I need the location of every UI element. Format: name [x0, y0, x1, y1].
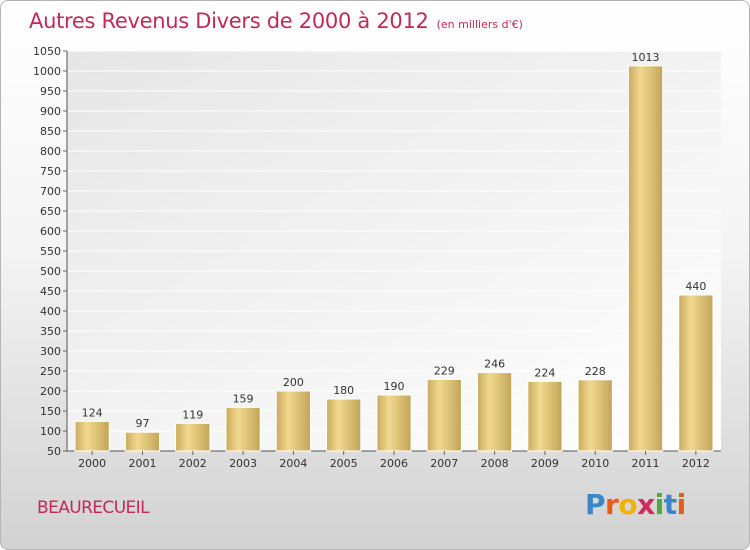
- logo-letter: x: [637, 488, 655, 521]
- bar: [627, 65, 664, 452]
- bar: [678, 294, 714, 452]
- y-tick-label: 550: [40, 245, 61, 258]
- data-label: 228: [585, 365, 606, 378]
- y-tick-label: 1050: [33, 45, 61, 58]
- bar: [426, 378, 462, 452]
- y-tick-label: 450: [40, 285, 61, 298]
- y-tick-label: 800: [40, 145, 61, 158]
- data-label: 159: [233, 392, 254, 405]
- y-tick-label: 100: [40, 425, 61, 438]
- bar: [527, 380, 563, 452]
- x-tick-label: 2001: [128, 457, 156, 470]
- y-tick-label: 400: [40, 305, 61, 318]
- chart-title: Autres Revenus Divers de 2000 à 2012 (en …: [29, 8, 523, 38]
- x-tick-label: 2012: [682, 457, 710, 470]
- bar: [124, 431, 161, 452]
- x-tick-label: 2003: [229, 457, 257, 470]
- y-tick-label: 500: [40, 265, 61, 278]
- y-tick-label: 250: [40, 365, 61, 378]
- x-tick-label: 2010: [581, 457, 609, 470]
- x-tick-label: 2004: [279, 457, 307, 470]
- data-label: 119: [182, 408, 203, 421]
- bar: [225, 406, 261, 452]
- bar: [376, 394, 412, 452]
- y-tick-label: 50: [47, 445, 61, 458]
- proxiti-logo: Proxiti: [585, 488, 686, 521]
- chart-subtitle: (en milliers d'€): [436, 18, 523, 31]
- chart-title-text: Autres Revenus Divers de 2000 à 2012: [29, 9, 429, 33]
- x-tick-label: 2002: [179, 457, 207, 470]
- bar: [477, 372, 513, 452]
- logo-letter: t: [663, 488, 677, 521]
- y-tick-label: 850: [40, 125, 61, 138]
- data-label: 190: [384, 380, 405, 393]
- y-tick-label: 350: [40, 325, 61, 338]
- y-tick-label: 750: [40, 165, 61, 178]
- y-tick-label: 650: [40, 205, 61, 218]
- x-tick-label: 2005: [330, 457, 358, 470]
- data-label: 97: [135, 417, 149, 430]
- y-tick-label: 1000: [33, 65, 61, 78]
- data-label: 440: [685, 280, 706, 293]
- data-label: 200: [283, 376, 304, 389]
- logo-letter: P: [585, 488, 606, 521]
- data-label: 246: [484, 358, 505, 371]
- bar: [577, 379, 613, 452]
- x-tick-label: 2009: [531, 457, 559, 470]
- data-label: 180: [333, 384, 354, 397]
- y-tick-label: 900: [40, 105, 61, 118]
- x-tick-label: 2008: [481, 457, 509, 470]
- data-label: 224: [534, 366, 555, 379]
- y-tick-label: 950: [40, 85, 61, 98]
- commune-name: BEAURECUEIL: [37, 498, 150, 518]
- bar: [275, 390, 311, 452]
- bar: [326, 398, 362, 452]
- y-tick-label: 150: [40, 405, 61, 418]
- y-tick-label: 700: [40, 185, 61, 198]
- y-tick-label: 300: [40, 345, 61, 358]
- logo-letter: o: [618, 488, 638, 521]
- logo-letter: i: [654, 488, 665, 521]
- x-tick-label: 2006: [380, 457, 408, 470]
- data-label: 1013: [632, 51, 660, 64]
- x-tick-label: 2007: [430, 457, 458, 470]
- x-tick-label: 2011: [632, 457, 660, 470]
- data-label: 229: [434, 364, 455, 377]
- logo-letter: r: [605, 488, 619, 521]
- data-label: 124: [82, 406, 103, 419]
- logo-letter: i: [676, 488, 687, 521]
- x-tick-label: 2000: [78, 457, 106, 470]
- bar: [175, 422, 211, 452]
- y-tick-label: 200: [40, 385, 61, 398]
- y-tick-label: 600: [40, 225, 61, 238]
- bar: [74, 420, 110, 452]
